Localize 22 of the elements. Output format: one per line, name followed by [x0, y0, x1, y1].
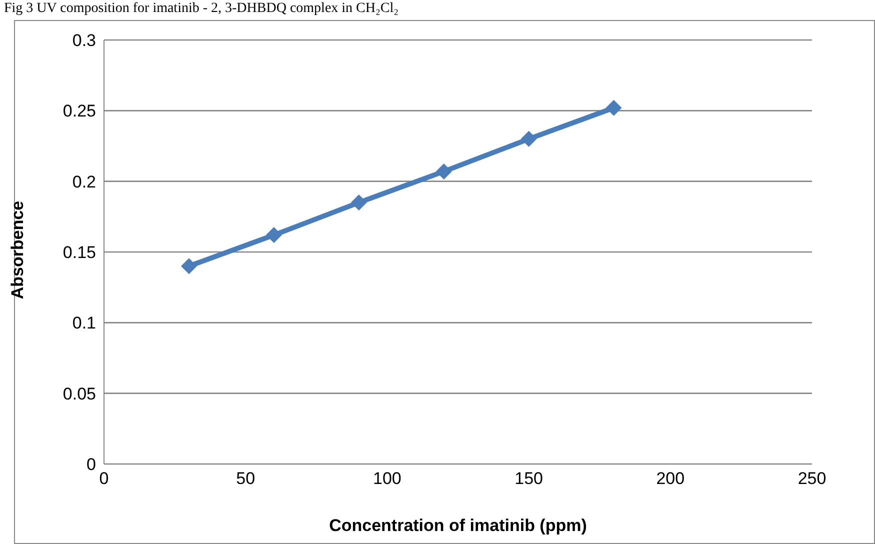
y-tick-label: 0.15	[62, 243, 96, 262]
point	[436, 163, 452, 180]
y-tick-label: 0.05	[62, 384, 96, 404]
point	[180, 258, 197, 274]
point	[606, 100, 622, 116]
y-tick-label: 0.1	[72, 314, 96, 333]
y-tick-label: 0.25	[62, 102, 96, 121]
y-axis-title: Absorbence	[8, 200, 28, 300]
y-tick-label: 0.3	[72, 31, 96, 50]
x-tick-label: 200	[656, 469, 685, 488]
x-tick-label: 50	[236, 469, 256, 488]
point	[350, 194, 367, 211]
chart-title: Fig 3 UV composition for imatinib - 2, 3-DHBDQ complex in CH₂Cl₂	[3, 0, 400, 17]
x-tick-label: 0	[99, 469, 109, 488]
y-tick-label: 0	[86, 455, 96, 474]
x-tick-label: 150	[514, 469, 543, 488]
point	[266, 227, 282, 244]
y-tick-label: 0.2	[72, 172, 96, 192]
point	[520, 130, 537, 147]
x-axis-title: Concentration of imatinib (ppm)	[329, 516, 587, 535]
x-tick-label: 100	[373, 469, 402, 488]
x-tick-label: 250	[798, 469, 826, 488]
